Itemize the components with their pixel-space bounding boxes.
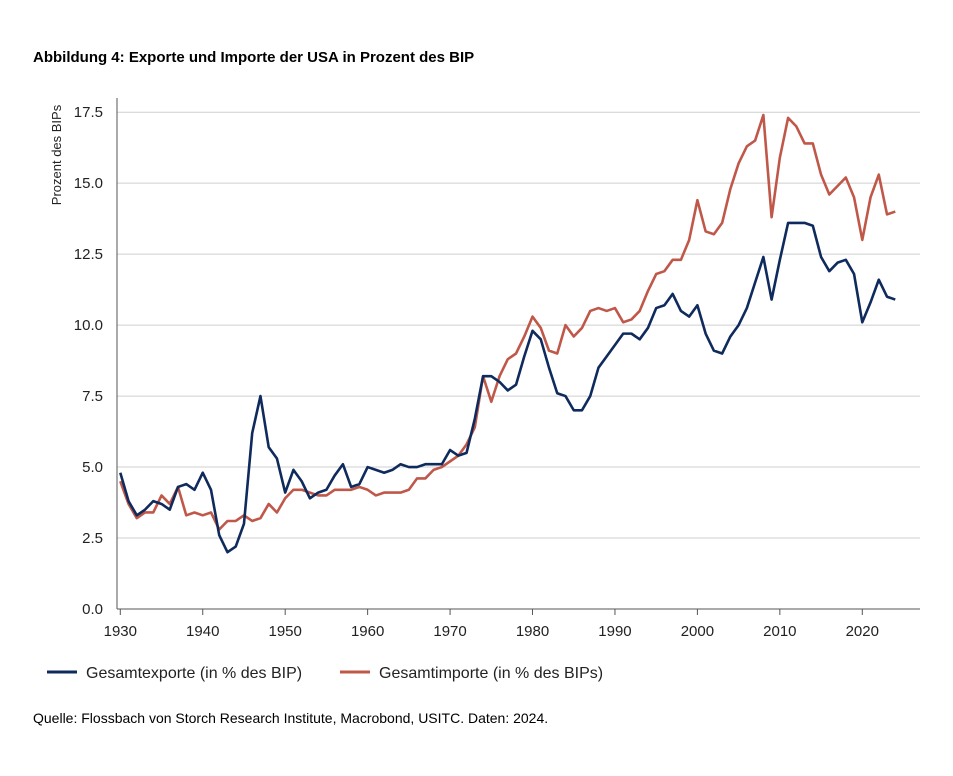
y-tick-label: 5.0 [82,459,103,476]
x-tick-label: 2020 [846,623,879,640]
y-tick-label: 10.0 [74,317,103,334]
x-tick-label: 1930 [104,623,137,640]
grid-lines [117,111,920,539]
y-tick-label: 0.0 [82,601,103,618]
series-line-imports [119,113,896,531]
x-tick-label: 1990 [598,623,631,640]
y-axis-label: Prozent des BIPs [49,104,64,205]
series-lines [119,113,896,554]
series-line-exports [119,221,896,554]
y-tick-label: 17.5 [74,104,103,121]
legend: Gesamtexporte (in % des BIP) Gesamtimpor… [47,665,603,682]
x-tick-label: 1960 [351,623,384,640]
chart-title: Abbildung 4: Exporte und Importe der USA… [33,49,475,66]
x-tick-label: 1980 [516,623,549,640]
x-tick-label: 2000 [681,623,714,640]
x-tick-labels: 1930 1940 1950 1960 1970 1980 1990 2000 2010 2020 [104,623,879,640]
y-tick-labels: 0.0 2.5 5.0 7.5 10.0 12.5 15.0 17.5 [74,104,103,618]
x-tick-label: 1970 [433,623,466,640]
x-tick-label: 1950 [268,623,301,640]
legend-label-imports: Gesamtimporte (in % des BIPs) [379,665,603,682]
x-tick-label: 2010 [763,623,796,640]
axes [116,98,920,615]
legend-label-exports: Gesamtexporte (in % des BIP) [86,665,302,682]
x-tick-label: 1940 [186,623,219,640]
y-tick-label: 7.5 [82,388,103,405]
y-tick-label: 2.5 [82,530,103,547]
y-tick-label: 15.0 [74,175,103,192]
chart-area: 0.0 2.5 5.0 7.5 10.0 12.5 15.0 17.5 1930 1940 195… [47,98,920,682]
source-note: Quelle: Flossbach von Storch Research In… [33,710,549,726]
y-tick-label: 12.5 [74,246,103,263]
